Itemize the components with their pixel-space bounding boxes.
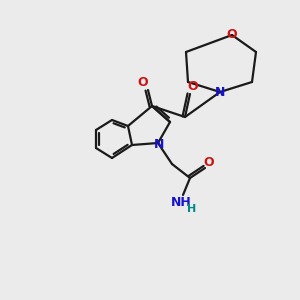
Text: NH: NH [171, 196, 191, 209]
Text: O: O [188, 80, 198, 94]
Text: O: O [138, 76, 148, 89]
Text: O: O [204, 155, 214, 169]
Text: N: N [154, 137, 164, 151]
Text: N: N [215, 85, 225, 98]
Text: H: H [188, 204, 196, 214]
Text: O: O [227, 28, 237, 41]
